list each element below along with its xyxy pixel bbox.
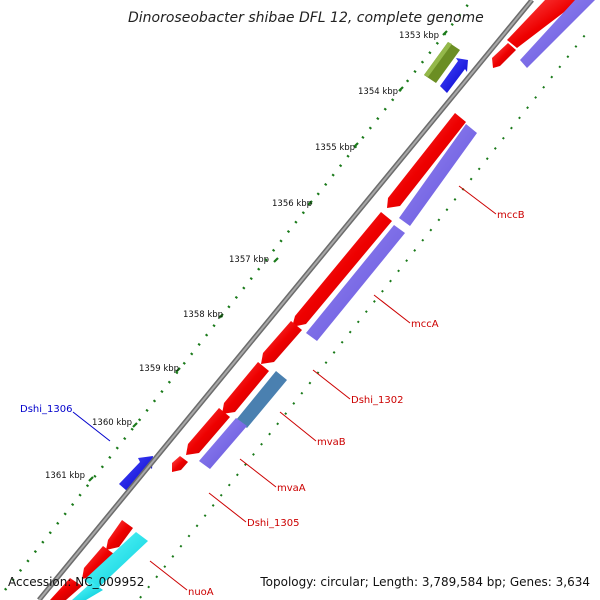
cds-nuoA	[82, 546, 114, 579]
leader-lines	[72, 185, 497, 591]
gene-track	[72, 0, 595, 600]
cds-mvaB	[222, 362, 269, 414]
label-mvaB: mvaB	[317, 437, 346, 448]
leader-dshi-1305	[208, 492, 247, 523]
tick-1360	[132, 422, 138, 428]
label-nuoA: nuoA	[188, 587, 214, 598]
cds-bottom	[50, 578, 82, 600]
tick-label-1357: 1357 kbp	[229, 255, 269, 265]
leader-dshi-1302	[312, 369, 351, 400]
tick-label-1359: 1359 kbp	[139, 364, 179, 374]
leader-mccB	[458, 185, 497, 215]
cds-forward-1353	[440, 58, 468, 93]
tick-1354	[398, 86, 404, 92]
genome-backbone	[37, 0, 534, 600]
leader-mvaA	[239, 458, 277, 488]
cds-mccB	[387, 113, 466, 208]
tick-1355	[353, 142, 359, 148]
tick-1357	[273, 257, 279, 263]
leader-dshi-1306	[72, 411, 111, 442]
reverse-cds-track	[50, 0, 580, 600]
tick-track	[4, 1, 471, 591]
leader-mccA	[373, 294, 411, 324]
accession-text: Accession: NC_009952	[8, 575, 144, 589]
major-ticks	[88, 30, 448, 482]
tick-1359	[175, 367, 181, 373]
gene-bottom	[72, 582, 103, 600]
gene-mvaA	[199, 418, 247, 469]
genome-summary-text: Topology: circular; Length: 3,789,584 bp…	[259, 575, 590, 589]
label-mccA: mccA	[411, 319, 439, 330]
gene-labels: mccB mccA Dshi_1302 mvaB mvaA Dshi_1305 …	[20, 210, 525, 598]
cds-mccA	[292, 212, 392, 327]
label-mccB: mccB	[497, 210, 525, 221]
gene-mvaB	[236, 371, 287, 428]
tick-label-1356: 1356 kbp	[272, 199, 312, 209]
inner-dot-track	[139, 34, 586, 599]
tick-label-1360: 1360 kbp	[92, 418, 132, 428]
tick-1353	[442, 30, 448, 36]
cds-top-right	[507, 0, 580, 48]
cds-dshi-1305	[106, 520, 133, 550]
gene-top-right	[520, 0, 595, 68]
leader-nuoA	[149, 560, 188, 591]
tick-label-1353: 1353 kbp	[399, 31, 439, 41]
label-mvaA: mvaA	[277, 483, 306, 494]
map-title: Dinoroseobacter shibae DFL 12, complete …	[128, 10, 484, 26]
tick-1361	[88, 476, 94, 482]
label-dshi-1306: Dshi_1306	[20, 404, 72, 415]
cds-dshi-1302	[261, 321, 302, 364]
gene-nuoA	[84, 532, 148, 590]
tick-label-1361: 1361 kbp	[45, 471, 85, 481]
gene-mccA	[306, 225, 405, 341]
tick-label-1355: 1355 kbp	[315, 143, 355, 153]
tick-label-1354: 1354 kbp	[358, 87, 398, 97]
gene-mccB	[399, 124, 477, 226]
tick-1356	[307, 200, 313, 206]
label-dshi-1305: Dshi_1305	[247, 518, 299, 529]
tick-1358	[218, 313, 224, 319]
feature-olive	[424, 42, 460, 83]
tick-labels: 1353 kbp 1354 kbp 1355 kbp 1356 kbp 1357…	[45, 31, 439, 481]
cds-top-small	[492, 43, 516, 68]
tick-label-1358: 1358 kbp	[183, 310, 223, 320]
leader-mvaB	[279, 411, 317, 442]
cds-mvaA	[186, 408, 230, 455]
cds-small-red	[172, 456, 188, 472]
label-dshi-1302: Dshi_1302	[351, 395, 403, 406]
cds-dshi-1306	[119, 456, 153, 491]
